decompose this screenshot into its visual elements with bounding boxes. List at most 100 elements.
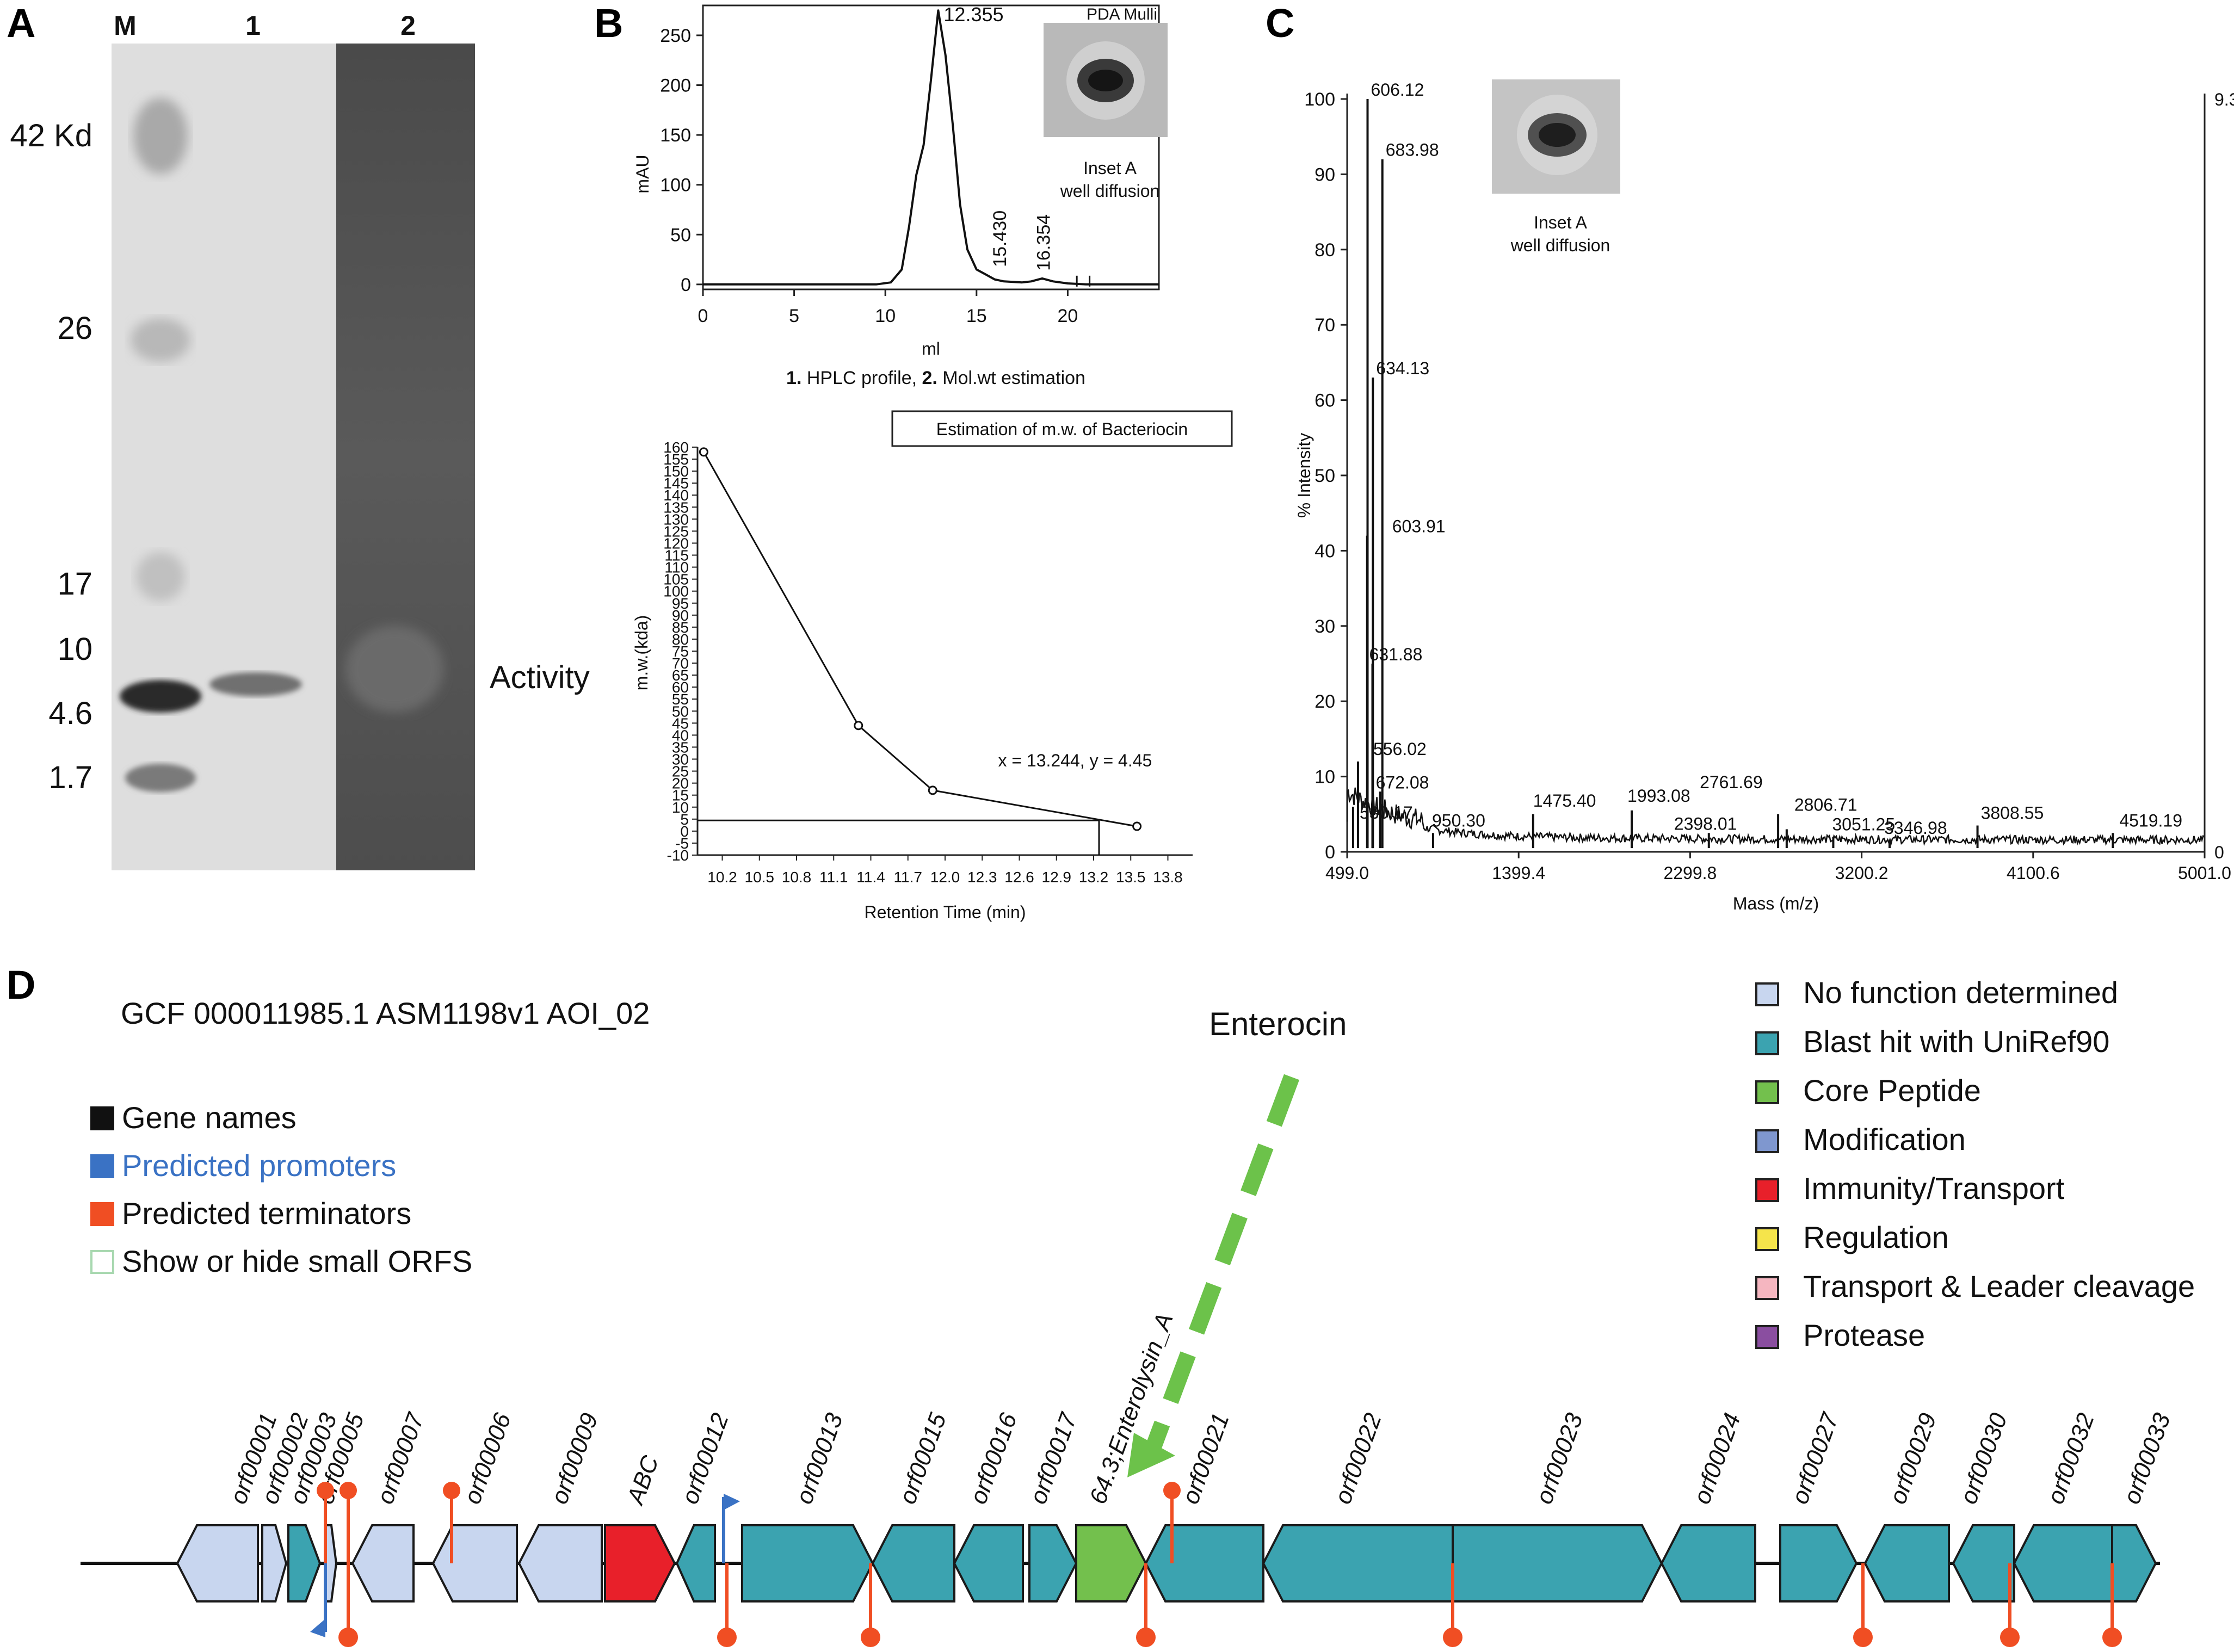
gene-arrow	[261, 1524, 288, 1602]
mw-ytick-label: 60	[672, 679, 689, 696]
right-legend-label: Immunity/Transport	[1803, 1171, 2065, 1205]
gene-arrow	[517, 1524, 603, 1602]
gene-arrow	[953, 1524, 1024, 1602]
ms-right-bottom: 0	[2214, 843, 2224, 862]
gel-marker-17: 17	[57, 566, 92, 602]
gel-activity-label: Activity	[490, 660, 590, 695]
ms-peak-label: 530.17	[1360, 803, 1413, 822]
terminator-head	[338, 1628, 358, 1647]
right-legend-label: No function determined	[1803, 975, 2119, 1010]
gene-arrow	[1028, 1524, 1078, 1602]
mw-ytick-label: 95	[672, 595, 689, 612]
ms-ytick-label: 30	[1315, 616, 1335, 637]
hplc-caption-part: Mol.wt estimation	[937, 368, 1085, 388]
ms-ytick-label: 10	[1315, 767, 1335, 788]
ms-xtick-label: 5001.0	[2178, 863, 2231, 883]
mw-xtick-label: 12.9	[1042, 869, 1072, 886]
right-legend-swatch	[1755, 1178, 1779, 1202]
left-legend-label[interactable]: Show or hide small ORFS	[122, 1244, 473, 1278]
terminator-head	[340, 1482, 357, 1499]
hplc-caption-part: HPLC profile,	[801, 368, 922, 388]
gene-name: orf00009	[546, 1409, 603, 1507]
mw-xtick-label: 11.4	[856, 869, 885, 886]
mw-ytick-label: 35	[672, 739, 689, 756]
ms-peak-label: 1475.40	[1533, 791, 1596, 810]
gene-name: 64.3;Enterolysin_A	[1084, 1310, 1178, 1508]
gene-name: orf00015	[894, 1409, 952, 1507]
hplc-xtick-label: 20	[1057, 306, 1078, 326]
hplc-peak-label: 15.430	[990, 211, 1010, 267]
left-legend-swatch	[90, 1250, 114, 1274]
ms-peak-label: 603.91	[1392, 517, 1446, 536]
hplc-ytick-label: 150	[660, 125, 691, 146]
mw-ytick-label: 75	[672, 643, 689, 660]
gel-lane-1: 1	[245, 10, 261, 41]
gel-marker-10: 10	[57, 632, 92, 667]
ms-peak-label: 2761.69	[1700, 772, 1763, 792]
gel-panel: M 1 2	[112, 10, 475, 870]
hplc-inset-well-core	[1088, 70, 1123, 91]
right-legend-label: Modification	[1803, 1122, 1966, 1156]
ms-xlabel: Mass (m/z)	[1733, 894, 1819, 913]
terminator-head	[317, 1482, 334, 1499]
mw-ytick-label: 125	[663, 523, 689, 540]
mw-series-line	[703, 451, 1137, 827]
mw-ytick-label: 110	[664, 559, 689, 576]
mw-ytick-label: 65	[672, 667, 689, 684]
mw-point	[1132, 821, 1142, 831]
right-legend-swatch	[1755, 1276, 1779, 1300]
mw-point	[854, 721, 863, 731]
gel-lane-2: 2	[400, 10, 416, 41]
gene-arrow	[1952, 1524, 2015, 1602]
terminator-head	[1853, 1628, 1873, 1647]
ms-peak-label: 4519.19	[2119, 810, 2182, 830]
right-legend-swatch	[1755, 982, 1779, 1006]
terminator-head	[861, 1628, 880, 1647]
ms-xtick-label: 1399.4	[1492, 863, 1545, 883]
right-legend-swatch	[1755, 1129, 1779, 1153]
ms-xtick-label: 4100.6	[2007, 863, 2060, 883]
terminator-head	[717, 1628, 737, 1647]
gel-marker-1-7: 1.7	[48, 760, 92, 795]
mw-ytick-label: 55	[672, 691, 689, 708]
hplc-ytick-label: 250	[660, 26, 691, 46]
terminator-head	[1136, 1628, 1156, 1647]
ms-xtick-label: 3200.2	[1835, 863, 1889, 883]
mw-xtick-label: 12.0	[930, 869, 960, 886]
ms-peak-label: 672.08	[1376, 772, 1429, 792]
gene-name: orf00030	[1955, 1409, 2013, 1507]
gene-arrow	[1262, 1524, 1454, 1602]
mw-ytick-label: 15	[672, 787, 689, 804]
right-legend-label: Core Peptide	[1803, 1073, 1981, 1107]
hplc-frame	[702, 4, 1160, 290]
hplc-xtick-label: 10	[875, 306, 896, 326]
left-legend-label: Gene names	[122, 1100, 297, 1135]
gene-name: orf00007	[372, 1409, 429, 1507]
ms-ylabel: % Intensity	[1294, 433, 1314, 518]
mw-ytick-label: 70	[672, 655, 689, 672]
gene-name: ABC	[621, 1451, 664, 1509]
gene-arrow	[1075, 1524, 1147, 1602]
mw-ytick-label: 145	[663, 475, 689, 492]
ms-ytick-label: 80	[1315, 240, 1335, 261]
ms-ytick-label: 20	[1315, 691, 1335, 712]
mw-ytick-label: 20	[672, 775, 689, 792]
mw-xtick-label: 10.2	[707, 869, 737, 886]
gene-arrow	[1660, 1524, 1756, 1602]
gene-arrow	[1863, 1524, 1950, 1602]
mw-point	[699, 447, 708, 457]
hplc-xtick-label: 15	[966, 306, 987, 326]
hplc-caption: 1. HPLC profile, 2. Mol.wt estimation	[786, 368, 1085, 388]
gene-arrow	[1452, 1524, 1663, 1602]
gene-name: orf00023	[1531, 1409, 1588, 1507]
mw-ytick-label: 140	[663, 487, 689, 504]
terminator-head	[2102, 1628, 2122, 1647]
mw-xlabel: Retention Time (min)	[865, 902, 1026, 922]
right-legend-label: Regulation	[1803, 1220, 1949, 1254]
hplc-xtick-label: 0	[698, 306, 708, 326]
ms-peak-label: 556.02	[1373, 739, 1427, 759]
gene-arrow	[741, 1524, 874, 1602]
hplc-xlabel: ml	[922, 339, 940, 358]
ms-ytick-label: 0	[1325, 842, 1335, 863]
ms-inset-caption: well diffusion	[1510, 236, 1610, 255]
